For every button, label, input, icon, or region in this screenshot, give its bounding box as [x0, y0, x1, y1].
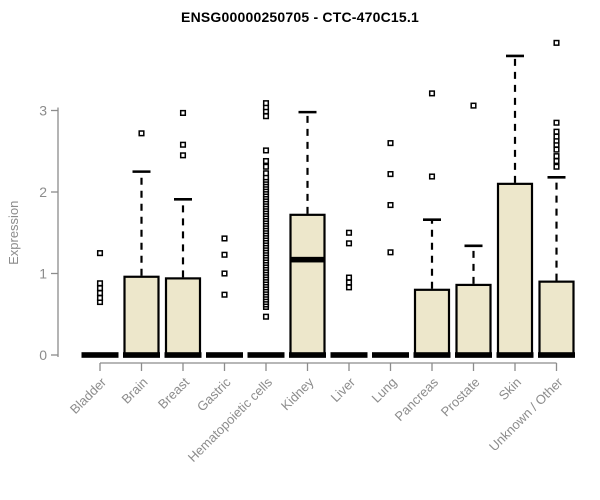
boxplot-brain	[123, 130, 160, 358]
boxplot-lung	[372, 140, 409, 358]
boxplot-breast	[164, 109, 202, 358]
outlier-point	[262, 163, 270, 170]
iqr-box	[538, 280, 575, 358]
zero-line	[247, 352, 285, 358]
outlier-point	[553, 157, 560, 165]
x-tick-label-kidney: Kidney	[278, 374, 317, 413]
zero-line	[413, 352, 451, 358]
iqr-box	[289, 213, 326, 358]
zero-line	[455, 352, 492, 358]
outlier-point	[428, 173, 436, 180]
zero-line	[538, 352, 575, 358]
boxplot-pancreas	[413, 90, 451, 358]
outlier-point	[553, 128, 560, 135]
outlier-point	[262, 100, 270, 107]
x-tick-label-pancreas: Pancreas	[392, 374, 442, 424]
zero-line	[206, 352, 243, 358]
outlier-point	[553, 39, 560, 46]
median-line	[289, 256, 326, 263]
y-tick-label: 1	[39, 266, 47, 282]
boxplot-hematopoietic-cells	[247, 100, 285, 358]
x-tick-label-skin: Skin	[496, 375, 524, 403]
iqr-box	[123, 275, 160, 358]
outlier-point	[221, 251, 228, 258]
boxplot-kidney	[289, 110, 326, 358]
outlier-point	[179, 141, 187, 148]
outlier-point	[262, 147, 270, 154]
y-tick-label: 0	[39, 347, 47, 363]
x-tick-label-unknown-other: Unknown / Other	[486, 374, 566, 454]
outlier-point	[221, 270, 228, 277]
y-axis: 0 1 2 3 Expression	[6, 103, 59, 363]
y-tick-label: 3	[39, 103, 47, 119]
iqr-box	[455, 283, 492, 358]
y-tick-label: 2	[39, 184, 47, 200]
zero-line	[81, 352, 119, 358]
outlier-point	[262, 170, 270, 177]
y-axis-title: Expression	[6, 201, 21, 265]
x-tick-label-brain: Brain	[119, 375, 151, 407]
iqr-box	[413, 288, 451, 358]
x-tick-label-prostate: Prostate	[438, 375, 483, 420]
outlier-point	[96, 280, 104, 287]
outlier-point	[262, 313, 270, 320]
zero-line	[496, 352, 534, 358]
outlier-point	[345, 279, 353, 286]
boxplot-skin	[496, 54, 534, 358]
outlier-point	[428, 90, 436, 97]
boxplot-gastric	[206, 235, 243, 358]
chart-title: ENSG00000250705 - CTC-470C15.1	[181, 9, 419, 25]
outlier-point	[345, 240, 353, 247]
outlier-point	[221, 291, 228, 298]
zero-line	[164, 352, 202, 358]
boxplot-bladder	[81, 250, 119, 358]
zero-line	[330, 352, 368, 358]
zero-line	[372, 352, 409, 358]
outlier-point	[96, 285, 104, 292]
outlier-point	[553, 146, 560, 153]
outlier-point	[470, 102, 477, 109]
outlier-point	[553, 119, 560, 126]
outlier-point	[553, 133, 560, 140]
outlier-point	[221, 235, 228, 242]
x-tick-label-liver: Liver	[328, 374, 359, 405]
outlier-point	[179, 152, 187, 159]
outlier-point	[387, 201, 394, 209]
outlier-point	[96, 250, 104, 257]
outlier-point	[387, 140, 394, 147]
outlier-point	[345, 284, 353, 291]
outlier-point	[553, 163, 560, 170]
outlier-point	[345, 274, 353, 281]
x-tick-label-gastric: Gastric	[194, 374, 234, 414]
outlier-point	[96, 294, 104, 301]
outlier-point	[96, 290, 104, 297]
outlier-point	[387, 171, 394, 178]
outlier-point	[387, 249, 394, 256]
boxplot-liver	[330, 229, 368, 358]
x-tick-label-bladder: Bladder	[67, 374, 110, 417]
x-tick-label-breast: Breast	[155, 374, 192, 411]
iqr-box	[496, 182, 534, 358]
outlier-point	[345, 229, 353, 236]
outlier-point	[138, 130, 145, 137]
zero-line	[123, 352, 160, 358]
outlier-point	[553, 153, 560, 160]
boxplot-prostate	[455, 102, 492, 358]
outlier-point	[262, 113, 270, 120]
outlier-point	[262, 157, 270, 165]
x-tick-label-lung: Lung	[369, 375, 400, 406]
outlier-point	[179, 109, 187, 116]
zero-line	[289, 352, 326, 358]
boxplot-unknown-other	[538, 39, 575, 358]
iqr-box	[164, 277, 202, 358]
